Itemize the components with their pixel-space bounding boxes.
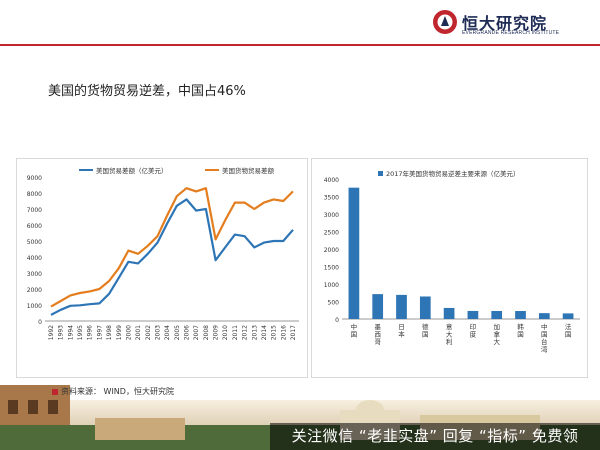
header: 恒大研究院 EVERGRANDE RESEARCH INSTITUTE (0, 0, 600, 44)
header-rule (0, 44, 600, 46)
y-tick-label: 6000 (27, 223, 42, 230)
y-tick-label: 8000 (27, 191, 42, 198)
x-tick-label: 1997 (96, 325, 103, 340)
x-tick-label: 2014 (261, 325, 268, 340)
x-tick-label: 1996 (87, 325, 94, 340)
bar-10 (562, 313, 574, 319)
x-tick-label: 2015 (271, 325, 278, 340)
y-tick-label: 500 (328, 300, 340, 307)
x-tick-label: 中国台湾 (541, 322, 548, 354)
bar-4 (419, 296, 431, 319)
x-tick-label: 1998 (106, 325, 113, 340)
legend-label-2: 美国货物贸易差额 (222, 166, 275, 175)
y-tick-label: 0 (38, 319, 42, 326)
y-tick-label: 4000 (27, 255, 42, 262)
deficit-sources-bar-chart: 0 500 1000 1500 2000 2500 3000 3500 4000 中国 墨西哥 日本 德… (324, 169, 580, 354)
series-line-2 (50, 187, 294, 308)
bar-7 (491, 310, 503, 319)
x-tick-label: 2003 (154, 325, 161, 340)
x-tick-label: 2013 (251, 325, 258, 340)
x-tick-label: 印度 (470, 323, 477, 339)
x-tick-label: 2009 (213, 325, 220, 340)
x-tick-label: 1993 (58, 325, 65, 340)
x-tick-label: 1994 (67, 325, 74, 340)
y-tick-label: 9000 (27, 175, 42, 182)
legend-swatch (378, 171, 383, 176)
x-tick-label: 韩国 (517, 322, 524, 339)
x-tick-label: 1999 (116, 325, 123, 340)
source-bullet-icon (52, 388, 58, 395)
x-tick-label: 2004 (164, 325, 171, 340)
y-tick-label: 1000 (27, 303, 42, 310)
source-text: 资料来源： WIND，恒大研究院 (61, 387, 174, 396)
x-tick-label: 2012 (242, 325, 249, 340)
y-tick-label: 0 (335, 317, 339, 324)
y-tick-label: 1500 (324, 265, 339, 272)
trade-balance-line-chart: 0 1000 2000 3000 4000 5000 6000 7000 8000 9000 199… (27, 166, 299, 340)
x-tick-label: 1992 (48, 325, 55, 340)
x-tick-label: 1995 (77, 325, 84, 340)
x-tick-label: 法国 (565, 322, 572, 339)
evergrande-logo-icon (433, 10, 457, 34)
x-tick-label: 2017 (290, 325, 297, 340)
x-tick-label: 中国 (351, 322, 358, 339)
bar-9 (538, 313, 550, 319)
x-tick-label: 2006 (184, 325, 191, 340)
y-tick-label: 7000 (27, 207, 42, 214)
y-tick-label: 2500 (324, 230, 339, 237)
bar-6 (467, 310, 479, 319)
x-tick-label: 2016 (280, 325, 287, 340)
y-tick-label: 2000 (324, 247, 339, 254)
x-tick-label: 意大利 (446, 322, 453, 346)
x-tick-label: 2008 (203, 325, 210, 340)
y-tick-label: 1000 (324, 282, 339, 289)
x-tick-label: 2000 (125, 325, 132, 340)
logo: 恒大研究院 EVERGRANDE RESEARCH INSTITUTE (432, 8, 592, 40)
watermark-banner: 关注微信 “老韭实盘” 回复 “指标” 免费领 (270, 423, 600, 450)
bar-2 (372, 294, 384, 319)
y-tick-label: 3000 (27, 271, 42, 278)
slide-headline: 美国的货物贸易逆差，中国占46% (48, 84, 246, 99)
line-chart-panel: 0 1000 2000 3000 4000 5000 6000 7000 8000 9000 199… (16, 158, 308, 378)
x-tick-label: 德国 (422, 322, 429, 339)
x-tick-label: 2005 (174, 325, 181, 340)
bar-3 (396, 294, 407, 319)
x-tick-label: 2007 (193, 325, 200, 340)
y-tick-label: 3000 (324, 212, 339, 219)
bar-8 (515, 311, 526, 319)
y-tick-label: 4000 (324, 177, 339, 184)
y-tick-label: 3500 (324, 195, 339, 202)
bar-1 (348, 187, 360, 319)
legend-label-1: 美国贸易差额（亿美元） (96, 166, 168, 175)
y-tick-label: 5000 (27, 239, 42, 246)
x-tick-label: 2001 (135, 325, 142, 340)
x-tick-label: 2010 (222, 325, 229, 340)
logo-text-en: EVERGRANDE RESEARCH INSTITUTE (462, 30, 560, 36)
x-tick-label: 2002 (145, 325, 152, 340)
y-tick-label: 2000 (27, 287, 42, 294)
x-tick-label: 日本 (398, 323, 405, 339)
x-tick-label: 2011 (232, 325, 239, 340)
bar-5 (443, 307, 455, 319)
logo-text-cn: 恒大研究院 (462, 14, 548, 33)
bar-chart-panel: 0 500 1000 1500 2000 2500 3000 3500 4000 中国 墨西哥 日本 德… (311, 158, 588, 378)
x-tick-label: 加拿大 (493, 322, 500, 346)
series-line-1 (50, 198, 294, 316)
x-tick-label: 墨西哥 (374, 323, 381, 346)
source-note: 资料来源： WIND，恒大研究院 (52, 386, 174, 397)
legend-label: 2017年美国货物贸易逆差主要来源（亿美元） (386, 169, 520, 178)
